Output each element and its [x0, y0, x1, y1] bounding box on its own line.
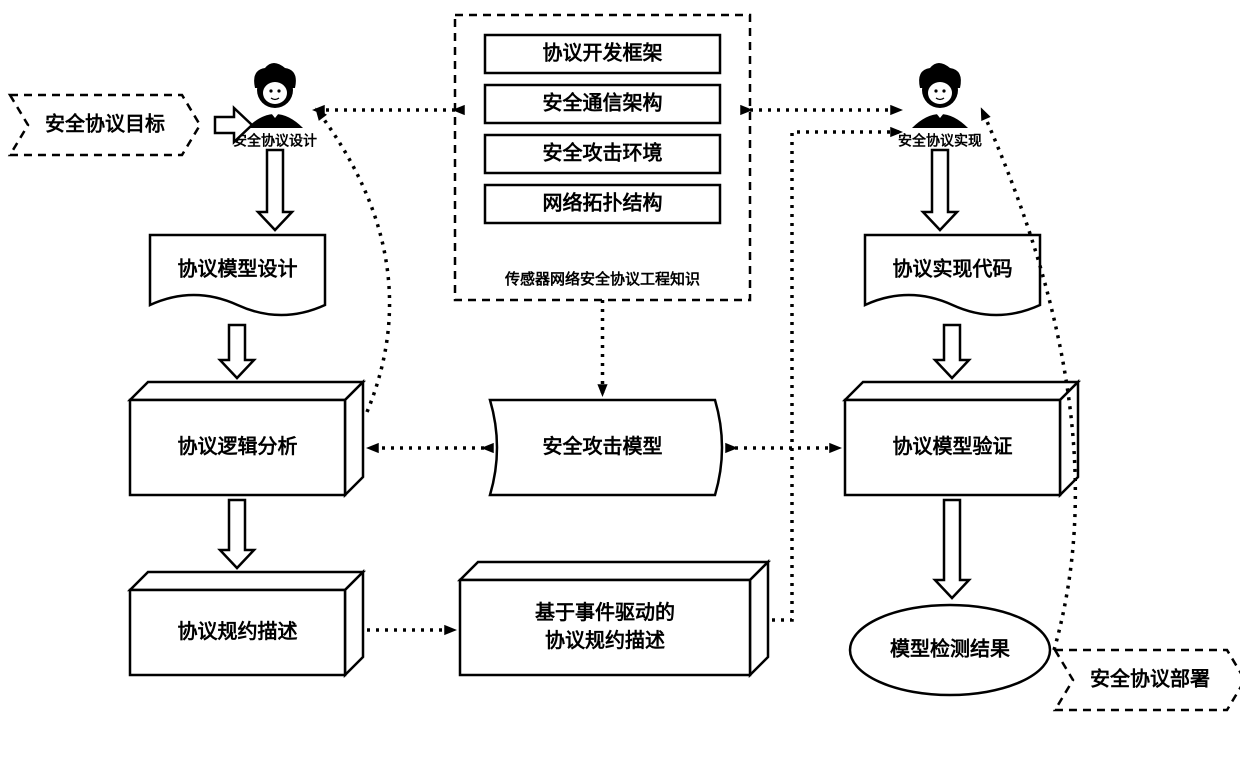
svg-text:协议规约描述: 协议规约描述 [178, 619, 298, 643]
svg-text:安全协议实现: 安全协议实现 [898, 133, 982, 149]
svg-text:基于事件驱动的: 基于事件驱动的 [535, 600, 675, 624]
svg-text:安全协议设计: 安全协议设计 [233, 133, 317, 149]
svg-text:安全通信架构: 安全通信架构 [543, 90, 663, 114]
svg-text:安全攻击环境: 安全攻击环境 [543, 140, 663, 164]
svg-text:安全攻击模型: 安全攻击模型 [543, 434, 663, 458]
svg-text:协议开发框架: 协议开发框架 [543, 40, 663, 64]
svg-text:协议规约描述: 协议规约描述 [545, 628, 665, 652]
svg-text:传感器网络安全协议工程知识: 传感器网络安全协议工程知识 [504, 270, 700, 288]
svg-text:协议实现代码: 协议实现代码 [893, 256, 1013, 280]
svg-text:协议模型设计: 协议模型设计 [178, 256, 298, 280]
svg-text:网络拓扑结构: 网络拓扑结构 [543, 190, 663, 214]
svg-text:协议逻辑分析: 协议逻辑分析 [178, 434, 298, 458]
svg-text:协议模型验证: 协议模型验证 [893, 434, 1013, 458]
svg-text:安全协议目标: 安全协议目标 [45, 111, 165, 135]
svg-text:安全协议部署: 安全协议部署 [1090, 666, 1210, 690]
svg-text:模型检测结果: 模型检测结果 [890, 636, 1010, 660]
